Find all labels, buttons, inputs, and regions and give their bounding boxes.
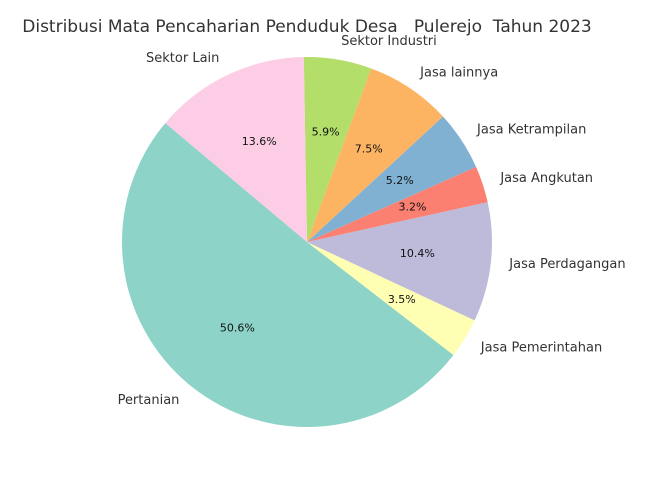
pie-slice — [165, 57, 307, 242]
slice-label: Sektor Industri — [341, 34, 437, 49]
slice-label: Jasa Ketrampilan — [476, 123, 586, 138]
pie-slice — [122, 123, 454, 427]
slice-label: Jasa Perdagangan — [508, 257, 625, 272]
pie-slice — [307, 68, 443, 242]
pie-slice — [307, 116, 477, 242]
slice-label: Sektor Lain — [146, 51, 219, 66]
percent-label: 3.5% — [388, 293, 416, 306]
pie-slice — [307, 242, 475, 356]
slice-label: Jasa lainnya — [419, 65, 498, 80]
percent-label: 50.6% — [220, 321, 255, 334]
slice-label: Jasa Pemerintahan — [480, 340, 602, 355]
slice-label: Jasa Angkutan — [499, 171, 593, 186]
percent-label: 5.2% — [386, 174, 414, 187]
pie-slice — [303, 57, 372, 242]
percent-label: 3.2% — [398, 200, 426, 213]
percent-label: 5.9% — [312, 126, 340, 139]
percent-label: 7.5% — [355, 143, 383, 156]
slice-label: Pertanian — [118, 393, 180, 408]
percent-label: 10.4% — [400, 247, 435, 260]
pie-slice — [307, 202, 492, 321]
pie-slice — [307, 166, 488, 242]
chart-title: Distribusi Mata Pencaharian Penduduk Des… — [22, 17, 592, 37]
percent-label: 13.6% — [242, 135, 277, 148]
